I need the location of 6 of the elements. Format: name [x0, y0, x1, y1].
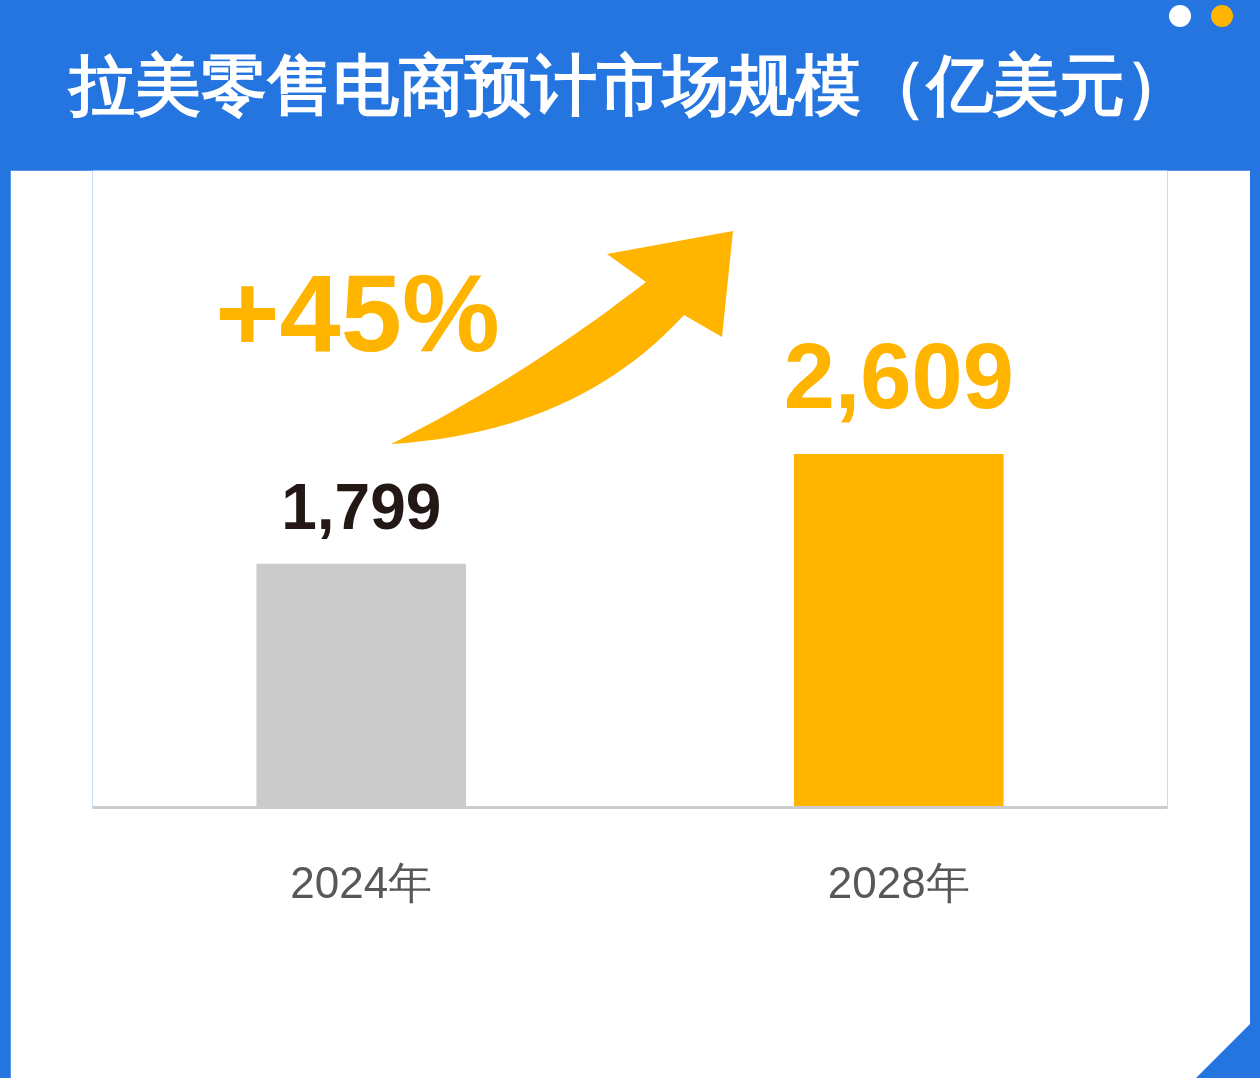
x-tick-label: 2028年 [827, 857, 970, 907]
annotation: +45% [215, 251, 500, 375]
x-tick-label: 2024年 [290, 857, 433, 907]
chart-title: 拉美零售电商预计市场规模（亿美元） [66, 46, 1192, 124]
data-label: 1,799 [281, 471, 442, 544]
data-label: 2,609 [783, 324, 1014, 427]
